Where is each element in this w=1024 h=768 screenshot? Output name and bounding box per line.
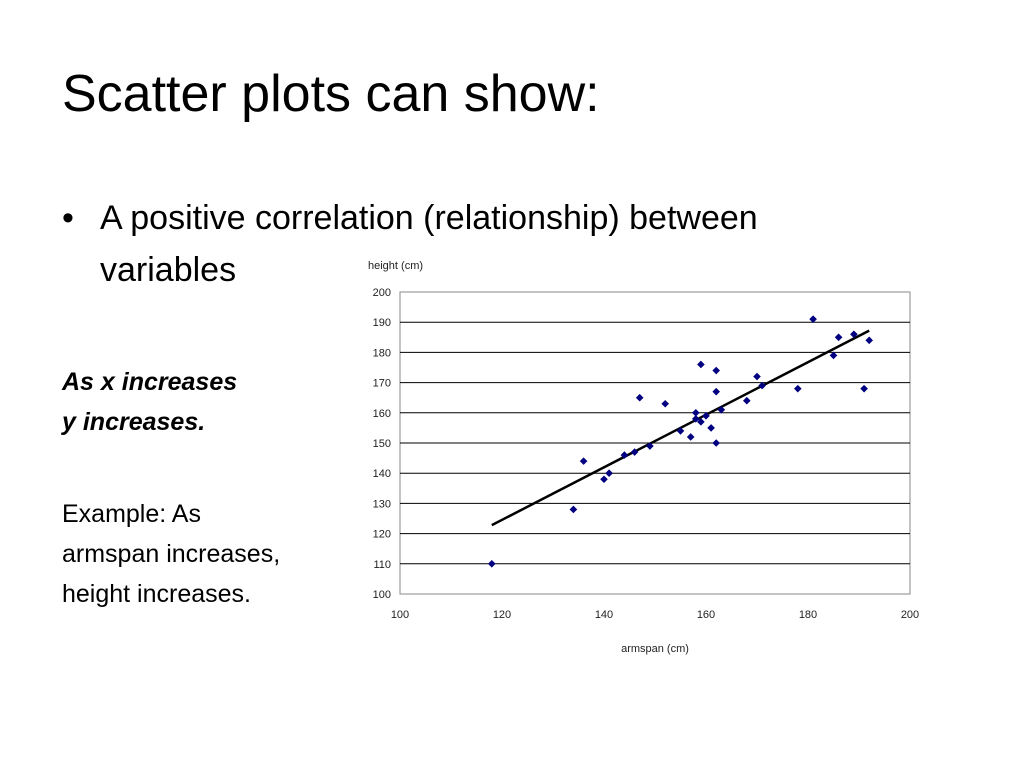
slide-title: Scatter plots can show: xyxy=(62,65,600,123)
y-tick-label: 120 xyxy=(373,529,391,541)
x-tick-label: 100 xyxy=(391,609,409,621)
emphasis-line-1: As x increases xyxy=(62,368,238,396)
data-point xyxy=(646,442,654,450)
x-tick-label: 160 xyxy=(697,609,715,621)
data-point xyxy=(579,457,588,465)
x-tick-label: 180 xyxy=(799,609,817,621)
data-point xyxy=(809,315,817,323)
y-tick-label: 170 xyxy=(373,378,391,390)
data-point xyxy=(635,393,644,402)
bullet-line-2: variables xyxy=(100,251,237,289)
scatter-chart: 100 110 120 130 140 150 160 170 180 190 200 100 120… xyxy=(368,260,919,655)
data-point xyxy=(717,405,726,414)
y-tick-label: 200 xyxy=(373,287,391,299)
emphasis-text: As x increases y increases. xyxy=(62,362,237,442)
data-point xyxy=(692,409,700,417)
data-point xyxy=(712,387,720,396)
y-tick-label: 130 xyxy=(373,498,391,510)
data-point xyxy=(630,448,639,456)
example-line-1: Example: As xyxy=(62,500,201,528)
data-point xyxy=(707,424,715,432)
data-point xyxy=(743,396,751,405)
data-point xyxy=(605,469,613,477)
y-tick-label: 100 xyxy=(373,589,391,601)
y-axis-label: height (cm) xyxy=(368,260,423,272)
data-point xyxy=(569,505,578,514)
data-point xyxy=(661,399,669,408)
y-tick-label: 160 xyxy=(373,408,391,420)
data-point xyxy=(712,366,720,375)
y-tick-label: 140 xyxy=(373,468,391,480)
data-point xyxy=(712,439,720,447)
x-tick-label: 140 xyxy=(595,609,613,621)
x-tick-labels: 100 120 140 160 180 200 xyxy=(391,609,919,621)
data-point xyxy=(697,418,705,426)
example-line-3: height increases. xyxy=(62,580,252,608)
bullet-marker: • xyxy=(62,199,74,237)
data-point xyxy=(620,451,629,459)
y-tick-label: 110 xyxy=(373,559,391,571)
data-point xyxy=(686,433,695,441)
data-point xyxy=(860,384,868,393)
data-point xyxy=(692,415,700,423)
x-axis-label: armspan (cm) xyxy=(621,643,689,655)
emphasis-line-2: y increases. xyxy=(62,408,206,436)
data-point xyxy=(758,381,766,390)
y-tick-label: 190 xyxy=(373,317,391,329)
y-tick-label: 180 xyxy=(373,347,391,359)
x-tick-label: 120 xyxy=(493,609,511,621)
x-tick-label: 200 xyxy=(901,609,919,621)
y-tick-labels: 100 110 120 130 140 150 160 170 180 190 200 xyxy=(373,287,391,601)
data-point xyxy=(794,384,802,393)
y-tick-label: 150 xyxy=(373,438,391,450)
gridlines xyxy=(400,321,910,565)
data-point xyxy=(676,427,685,435)
bullet-line-1: A positive correlation (relationship) be… xyxy=(100,199,758,237)
data-point xyxy=(865,336,873,345)
data-point xyxy=(488,560,496,568)
bullet-text: A positive correlation (relationship) be… xyxy=(100,192,960,296)
example-text: Example: As armspan increases, height in… xyxy=(62,494,280,614)
example-line-2: armspan increases, xyxy=(62,540,281,568)
